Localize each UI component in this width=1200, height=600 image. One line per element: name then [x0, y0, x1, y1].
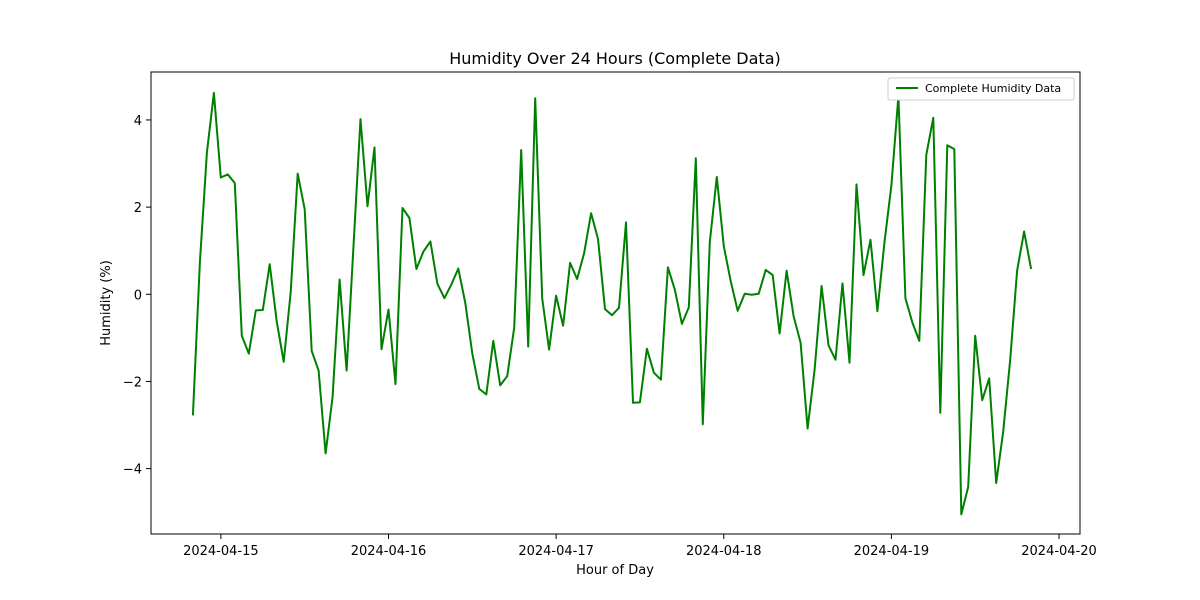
x-tick-label: 2024-04-19 [854, 544, 930, 559]
plot-area [191, 91, 1033, 516]
x-axis-label: Hour of Day [576, 563, 654, 578]
y-tick-label: 2 [134, 201, 142, 216]
y-tick-label: −4 [123, 463, 142, 478]
chart-title: Humidity Over 24 Hours (Complete Data) [449, 49, 781, 68]
legend-box [887, 77, 1075, 101]
legend-label: Complete Humidity Data [925, 82, 1061, 95]
legend: Complete Humidity Data [887, 77, 1075, 101]
y-axis-ticks: −4 −2 0 2 4 [123, 114, 151, 478]
x-tick-label: 2024-04-16 [351, 544, 427, 559]
y-tick-label: 4 [134, 114, 142, 129]
axes-frame [150, 71, 1081, 535]
x-tick-label: 2024-04-15 [183, 544, 259, 559]
y-tick-label: 0 [134, 288, 142, 303]
y-tick-label: −2 [123, 375, 142, 390]
x-tick-label: 2024-04-18 [686, 544, 762, 559]
humidity-series-line [191, 91, 1033, 516]
y-axis-label: Humidity (%) [99, 260, 114, 346]
x-tick-label: 2024-04-20 [1021, 544, 1097, 559]
x-tick-label: 2024-04-17 [518, 544, 594, 559]
x-axis-ticks: 2024-04-15 2024-04-16 2024-04-17 2024-04-18… [183, 534, 1097, 559]
